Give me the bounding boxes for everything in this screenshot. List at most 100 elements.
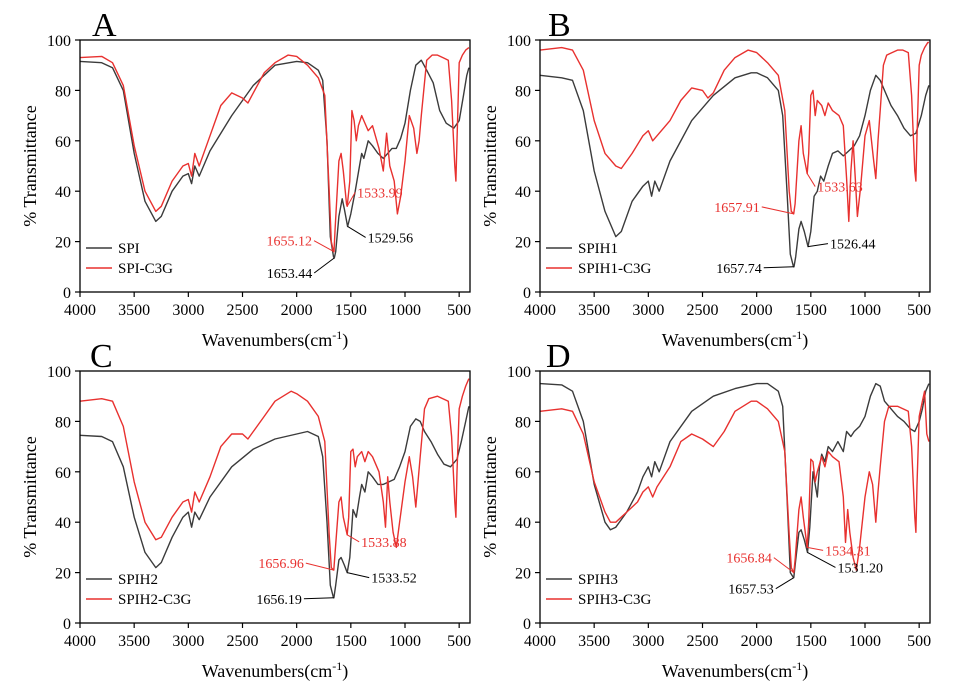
peak-annotation: 1656.84 [726,552,772,567]
y-tick-label: 60 [55,134,71,151]
x-tick-label: 2500 [687,302,719,319]
x-tick-label: 1500 [795,633,827,650]
x-axis-label-superscript: -1 [332,659,342,673]
x-tick-label: 3500 [578,302,610,319]
x-tick-label: 3000 [632,633,664,650]
y-tick-label: 40 [515,515,531,532]
x-tick-label: 4000 [524,633,556,650]
x-axis-label-close: ) [802,330,808,351]
x-tick-label: 3500 [118,633,150,650]
panel-label: B [548,7,571,44]
annotation-pointer [775,577,795,590]
y-tick-label: 0 [63,285,71,302]
peak-annotation: 1656.19 [256,593,302,608]
plot-frame [539,39,931,293]
x-tick-label: 1000 [849,302,881,319]
x-axis-label: Wavenumbers(cm-1) [662,659,809,682]
series-line-1 [80,59,470,259]
x-tick-label: 1000 [389,633,421,650]
peak-annotation: 1526.44 [830,238,876,253]
x-tick-label: 3500 [578,633,610,650]
panel-label: C [90,338,113,375]
plot-frame [79,39,471,293]
x-tick-label: 500 [447,633,471,650]
peak-annotation: 1533.52 [371,572,417,587]
y-tick-label: 80 [515,83,531,100]
x-tick-label: 1500 [795,302,827,319]
y-tick-label: 20 [515,235,531,252]
legend-label: SPIH3-C3G [578,592,652,608]
x-tick-label: 4000 [524,302,556,319]
series-line-1 [80,406,470,599]
series-line-2 [80,378,470,571]
y-tick-label: 60 [515,465,531,482]
x-axis-label: Wavenumbers(cm-1) [662,328,809,351]
x-tick-label: 500 [907,302,931,319]
legend-label: SPI-C3G [118,261,173,277]
x-tick-label: 500 [907,633,931,650]
y-tick-label: 40 [55,184,71,201]
peak-annotation: 1534.31 [825,544,871,559]
annotation-pointer [346,534,360,543]
panel-a: A 4000 3500 3000 2500 2000 1500 1000 500 0 20 40 60… [20,7,471,351]
y-tick-label: 100 [507,33,531,50]
peak-annotation: 1533.99 [357,186,403,201]
annotation-pointer [763,266,794,269]
x-tick-label: 2500 [227,302,259,319]
series-line-2 [540,41,929,223]
x-axis-label: Wavenumbers(cm-1) [202,328,349,351]
x-tick-label: 4000 [64,302,96,319]
series-line-1 [540,72,930,268]
y-tick-label: 100 [507,364,531,381]
x-tick-label: 3000 [632,302,664,319]
series-line-2 [540,390,930,574]
y-tick-label: 80 [55,414,71,431]
annotation-pointer [305,562,334,571]
x-tick-label: 1500 [335,633,367,650]
y-tick-label: 100 [47,364,71,381]
series-line-1 [540,382,930,579]
y-tick-label: 20 [55,235,71,252]
panel-c: C 4000 3500 3000 2500 2000 1500 1000 500 0 20 40 60… [20,338,471,682]
x-axis-label-superscript: -1 [792,659,802,673]
panel-label: D [546,338,571,375]
peak-annotation: 1655.12 [267,235,313,250]
y-axis-label: % Transmittance [480,436,500,558]
y-tick-label: 20 [515,566,531,583]
x-tick-label: 2500 [687,633,719,650]
x-tick-label: 1500 [335,302,367,319]
annotation-pointer [773,557,795,574]
y-tick-label: 40 [515,184,531,201]
y-tick-label: 80 [55,83,71,100]
annotation-pointer [346,192,356,207]
peak-annotation: 1656.96 [258,557,304,572]
annotation-pointer [807,546,824,551]
x-axis-label-close: ) [342,661,348,682]
panel-d: D 4000 3500 3000 2500 2000 1500 1000 500 0 20 40 60… [480,338,931,682]
x-tick-label: 2000 [741,302,773,319]
y-tick-label: 60 [515,134,531,151]
legend-label: SPI [118,241,140,257]
x-axis-label: Wavenumbers(cm-1) [202,659,349,682]
annotation-pointer [761,206,794,215]
annotation-pointer [806,173,816,187]
peak-annotation: 1529.56 [368,231,414,246]
x-tick-label: 2000 [741,633,773,650]
annotation-pointer [347,226,366,238]
x-axis-label-superscript: -1 [792,328,802,342]
x-tick-label: 1000 [389,302,421,319]
y-axis-label: % Transmittance [480,105,500,227]
peak-annotation: 1657.53 [728,583,774,598]
legend-label: SPIH2 [118,572,158,588]
annotation-pointer [303,597,334,600]
peak-annotation: 1533.88 [361,536,407,551]
peak-annotation: 1657.91 [714,201,760,216]
annotation-pointer [313,240,335,253]
legend-label: SPIH3 [578,572,618,588]
y-axis-label: % Transmittance [20,436,40,558]
x-tick-label: 2000 [281,302,313,319]
x-tick-label: 3500 [118,302,150,319]
x-axis-label-close: ) [802,661,808,682]
x-axis-label-superscript: -1 [332,328,342,342]
